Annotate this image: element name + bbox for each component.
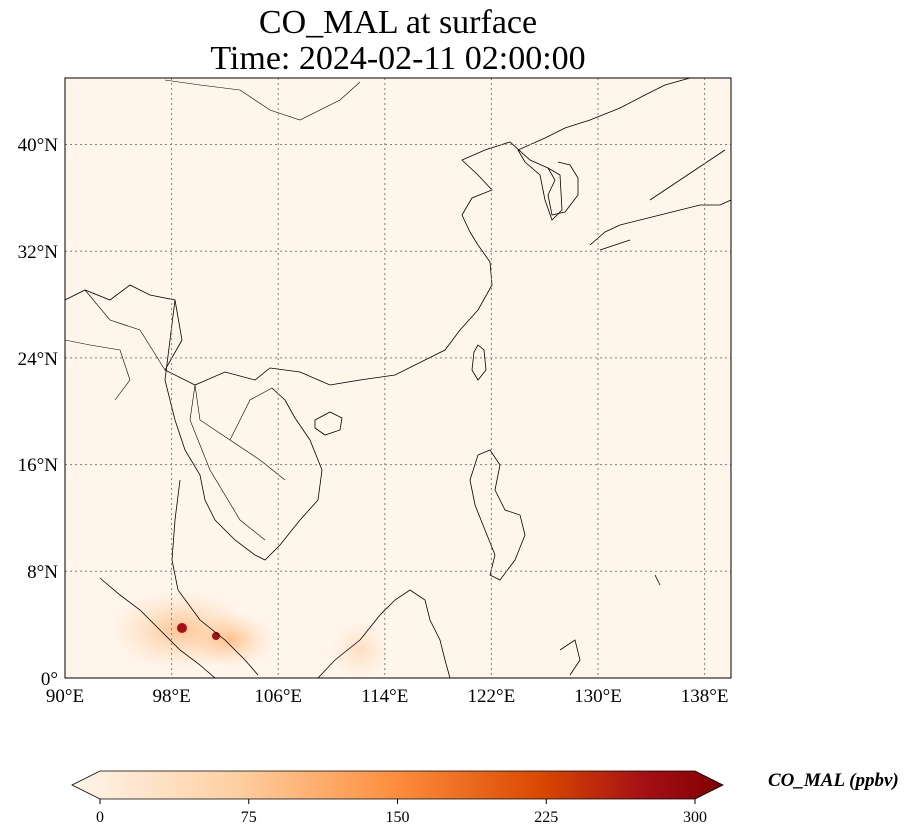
lon-tick-label: 138°E: [681, 686, 729, 707]
lon-tick-label: 114°E: [361, 686, 408, 707]
lat-tick-label: 8°N: [27, 562, 58, 583]
lat-tick-label: 40°N: [18, 135, 59, 156]
lat-tick-label: 24°N: [18, 349, 59, 370]
colorbar-tick-label: 75: [241, 809, 257, 826]
map-time-subtitle: Time: 2024-02-11 02:00:00: [210, 40, 586, 77]
concentration-plume-borneo: [330, 620, 390, 678]
colorbar-tick-label: 225: [534, 809, 558, 826]
coastlines: [65, 78, 731, 678]
colorbar-bar: [71, 770, 724, 800]
map-frame: [64, 77, 732, 679]
map-title: CO_MAL at surface: [258, 4, 538, 41]
lon-tick-label: 106°E: [254, 686, 302, 707]
longitude-tick-labels: 90°E 98°E 106°E 114°E 122°E 130°E 138°E: [46, 686, 729, 707]
colorbar: 0 75 150 225 300: [71, 770, 724, 826]
lon-tick-label: 98°E: [152, 686, 190, 707]
lat-tick-label: 32°N: [18, 242, 59, 263]
lat-tick-label: 0°: [41, 669, 58, 690]
gridlines: [65, 78, 731, 678]
lon-tick-label: 90°E: [46, 686, 84, 707]
latitude-tick-labels: 0° 8°N 16°N 24°N 32°N 40°N: [18, 135, 59, 690]
hotspot-1: [177, 623, 187, 633]
lat-tick-label: 16°N: [18, 455, 59, 476]
colorbar-title: CO_MAL (ppbv): [768, 770, 899, 791]
lon-tick-label: 130°E: [574, 686, 622, 707]
colorbar-tick-label: 0: [96, 809, 104, 826]
colorbar-tick-label: 300: [683, 809, 707, 826]
lon-tick-label: 122°E: [468, 686, 516, 707]
colorbar-tick-label: 150: [386, 809, 410, 826]
concentration-plume-malaysia: [185, 612, 275, 668]
